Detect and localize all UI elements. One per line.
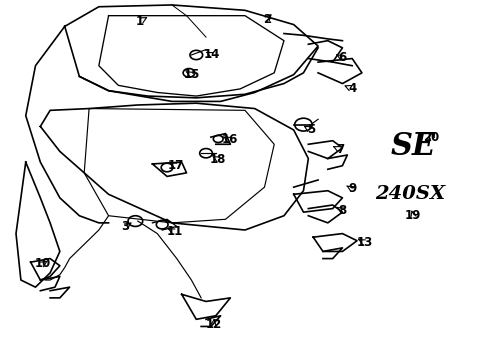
Text: 5: 5 [307, 123, 315, 136]
Text: 17: 17 [168, 159, 184, 172]
Text: 10: 10 [35, 257, 51, 270]
Text: 18: 18 [210, 153, 226, 166]
Text: 6: 6 [338, 51, 346, 64]
Text: 20: 20 [423, 131, 440, 144]
Text: 7: 7 [336, 143, 344, 156]
Text: 1: 1 [136, 14, 145, 27]
Text: 2: 2 [263, 13, 271, 26]
Text: 9: 9 [348, 183, 356, 195]
Text: 11: 11 [166, 225, 182, 238]
Text: 13: 13 [356, 236, 372, 249]
Text: 8: 8 [338, 204, 346, 217]
Text: 19: 19 [405, 209, 421, 222]
Text: 14: 14 [204, 49, 220, 62]
Text: 12: 12 [205, 318, 221, 331]
Text: 15: 15 [183, 68, 199, 81]
Text: SE: SE [391, 131, 436, 162]
Text: 3: 3 [122, 220, 130, 233]
Text: 16: 16 [221, 134, 238, 147]
Text: 240SX: 240SX [375, 185, 445, 203]
Text: 4: 4 [348, 82, 356, 95]
